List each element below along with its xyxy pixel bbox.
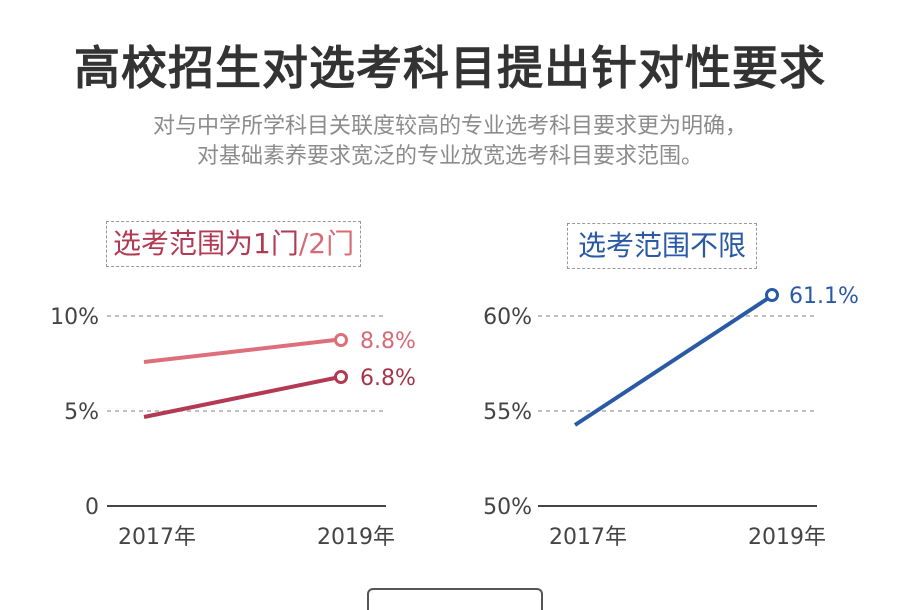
point-two-subjects-2019 (334, 333, 348, 347)
right-chart: 60% 55% 50% 2017年 2019年 61.1% (483, 284, 859, 550)
point-one-subject-2019 (334, 370, 348, 384)
subtitle-line-1: 对与中学所学科目关联度较高的专业选考科目要求更为明确， (152, 114, 747, 139)
y-tick-5: 5% (64, 400, 99, 425)
y-tick-0: 0 (85, 495, 99, 520)
x-tick-2017: 2017年 (549, 525, 627, 550)
y-tick-55: 55% (483, 400, 532, 425)
x-tick-2019: 2019年 (317, 525, 395, 550)
line-two-subjects (143, 338, 336, 364)
left-chart: 10% 5% 0 2017年 2019年 8.8% 6.8% (50, 305, 416, 550)
tag-two-subjects: /2门 (298, 227, 355, 260)
line-unlimited (573, 297, 769, 427)
subtitle-line-2: 对基础素养要求宽泛的专业放宽选考科目要求范围。 (196, 144, 703, 169)
left-chart-tag: 选考范围为1门/2门 (106, 221, 362, 267)
y-tick-10: 10% (50, 305, 99, 330)
y-tick-60: 60% (483, 305, 532, 330)
point-unlimited-2019 (765, 288, 779, 302)
y-tick-50: 50% (483, 495, 532, 520)
line-one-subject (143, 376, 336, 419)
label-one-subject: 6.8% (360, 366, 416, 391)
right-chart-tag: 选考范围不限 (567, 223, 758, 269)
x-tick-2017: 2017年 (118, 525, 196, 550)
page-subtitle: 对与中学所学科目关联度较高的专业选考科目要求更为明确， 对基础素养要求宽泛的专业… (0, 112, 900, 172)
footer-logo-box (367, 588, 543, 610)
tag-one-subject: 选考范围为1门 (113, 227, 299, 260)
label-two-subjects: 8.8% (360, 329, 416, 354)
label-unlimited: 61.1% (789, 284, 859, 309)
x-tick-2019: 2019年 (748, 525, 826, 550)
page-title: 高校招生对选考科目提出针对性要求 (74, 41, 826, 95)
